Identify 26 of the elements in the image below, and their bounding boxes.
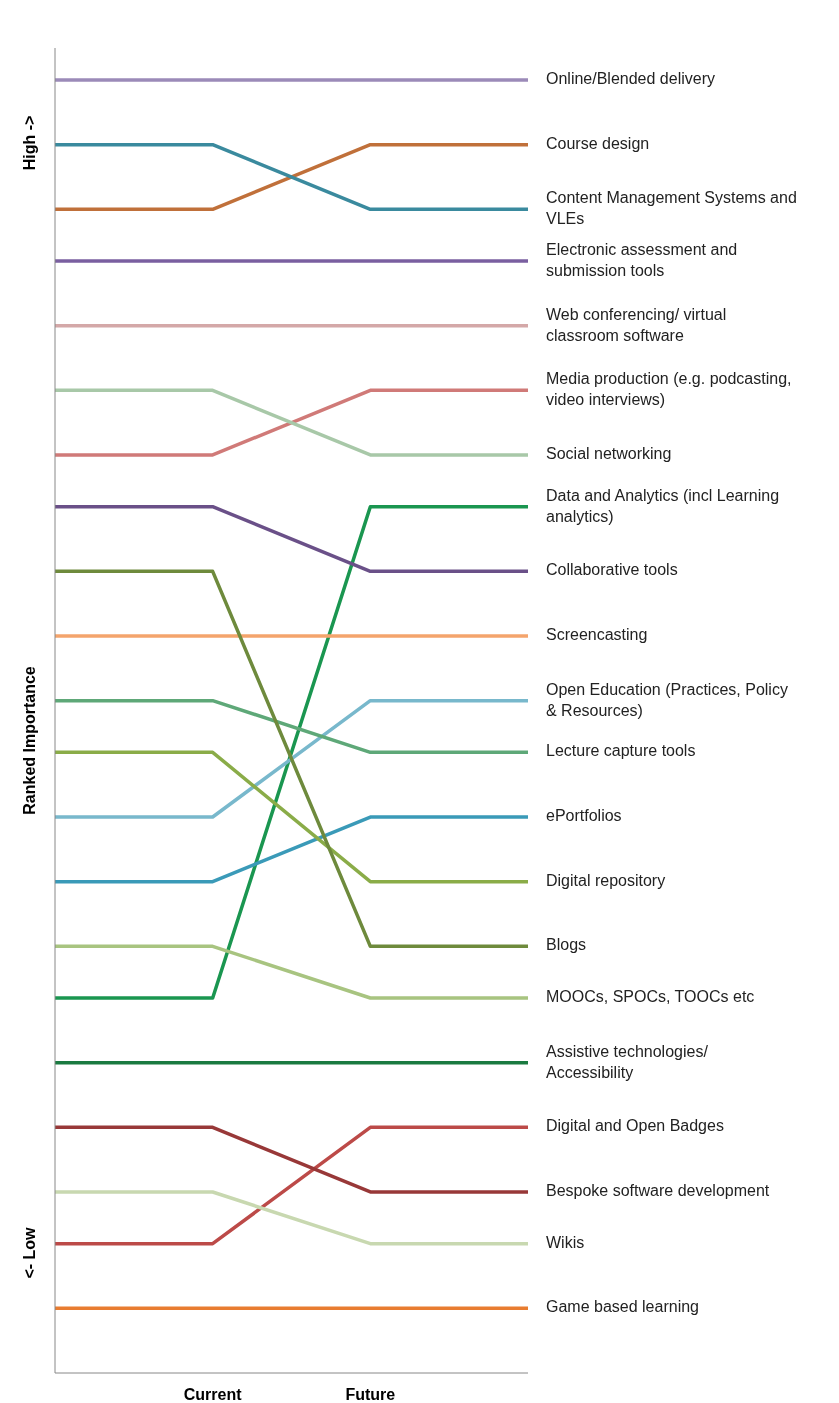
series-label: Web conferencing/ virtual classroom software <box>546 305 727 344</box>
y-axis-title: Ranked Importance <box>21 666 38 815</box>
series-label: Game based learning <box>546 1298 699 1316</box>
series-label: Assistive technologies/ Accessibility <box>546 1042 709 1081</box>
series-label: Wikis <box>546 1233 585 1251</box>
series-label: Electronic assessment and submission tools <box>546 241 738 280</box>
series-label: Course design <box>546 134 650 152</box>
series-label: Social networking <box>546 445 672 463</box>
series-label: ePortfolios <box>546 807 622 825</box>
series-label: Blogs <box>546 936 587 954</box>
series-label: Online/Blended delivery <box>546 70 715 88</box>
series-label: Bespoke software development <box>546 1182 770 1200</box>
series-label: Open Education (Practices, Policy & Resources) <box>546 680 788 719</box>
series-label: Content Management Systems and VLEs <box>546 189 797 228</box>
series-label: Digital and Open Badges <box>546 1117 724 1135</box>
x-tick-label: Current <box>183 1386 243 1403</box>
series-label: MOOCs, SPOCs, TOOCs etc <box>546 988 755 1006</box>
series-label: Collaborative tools <box>546 561 678 579</box>
series-label: Media production (e.g. podcasting, video interviews) <box>546 370 792 409</box>
x-tick-label: Future <box>345 1386 396 1403</box>
series-label: Digital repository <box>546 871 666 889</box>
text: <- Low <box>21 1226 38 1279</box>
text: High -> <box>21 115 38 171</box>
series-label: Data and Analytics (incl Learning analytics) <box>546 486 780 525</box>
series-label: Screencasting <box>546 626 648 644</box>
series-label: Lecture capture tools <box>546 742 696 760</box>
